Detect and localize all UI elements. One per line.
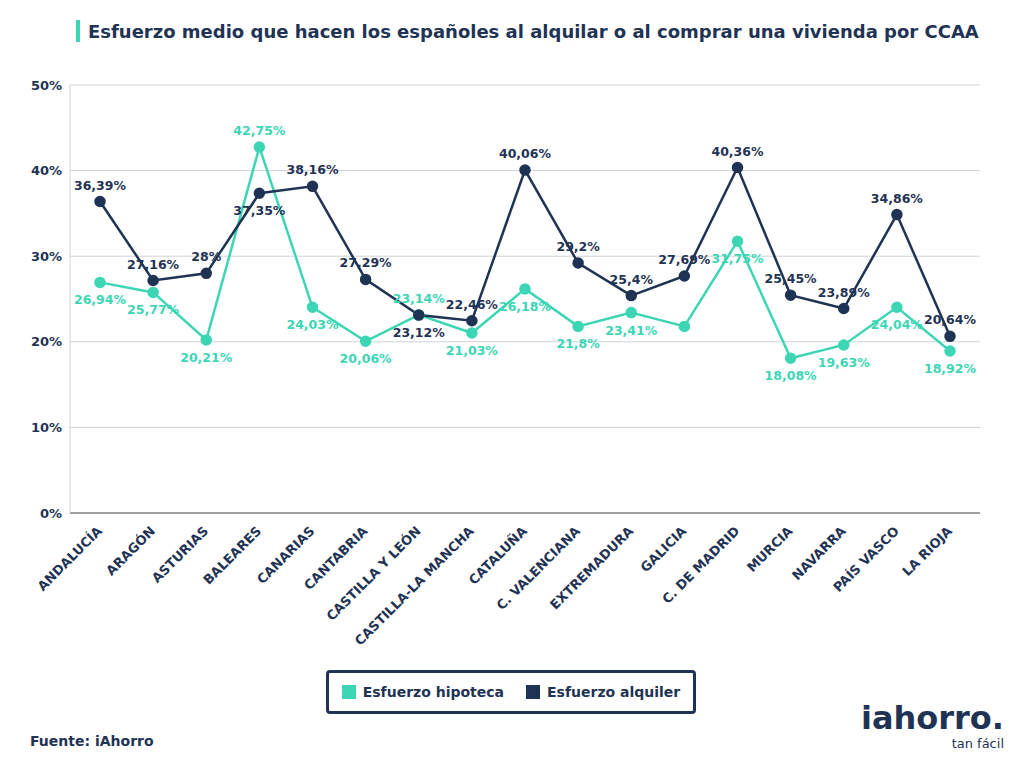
svg-text:28%: 28% bbox=[191, 249, 221, 264]
svg-text:ANDALUCÍA: ANDALUCÍA bbox=[35, 523, 105, 593]
svg-text:40%: 40% bbox=[31, 163, 62, 178]
svg-text:40,36%: 40,36% bbox=[711, 144, 764, 159]
svg-text:22,46%: 22,46% bbox=[446, 297, 499, 312]
html-text:tan fácil: tan fácil bbox=[951, 736, 1004, 751]
svg-text:10%: 10% bbox=[31, 420, 62, 435]
svg-text:25,77%: 25,77% bbox=[127, 302, 180, 317]
html-text:Esfuerzo medio que hacen los e: Esfuerzo medio que hacen los españoles a… bbox=[88, 20, 979, 42]
svg-text:LA RIOJA: LA RIOJA bbox=[899, 523, 955, 579]
svg-text:ASTURIAS: ASTURIAS bbox=[148, 523, 212, 586]
svg-text:PAÍS VASCO: PAÍS VASCO bbox=[830, 523, 902, 595]
svg-text:C. VALENCIANA: C. VALENCIANA bbox=[493, 523, 584, 613]
svg-text:CATALUÑA: CATALUÑA bbox=[465, 523, 530, 588]
svg-text:27,29%: 27,29% bbox=[340, 255, 393, 270]
svg-text:34,86%: 34,86% bbox=[871, 191, 924, 206]
svg-text:27,69%: 27,69% bbox=[658, 252, 711, 267]
html-text:iahorro.: iahorro. bbox=[861, 699, 1004, 737]
svg-text:18,92%: 18,92% bbox=[924, 361, 977, 376]
svg-text:23,41%: 23,41% bbox=[605, 323, 658, 338]
svg-text:NAVARRA: NAVARRA bbox=[789, 523, 849, 583]
html-text:Esfuerzo hipoteca: Esfuerzo hipoteca bbox=[362, 684, 504, 700]
svg-text:0%: 0% bbox=[40, 506, 62, 521]
svg-text:18,08%: 18,08% bbox=[765, 368, 818, 383]
svg-text:25,4%: 25,4% bbox=[610, 272, 654, 287]
svg-text:20,64%: 20,64% bbox=[924, 312, 977, 327]
svg-text:50%: 50% bbox=[31, 78, 62, 93]
svg-text:CASTILLA-LA MANCHA: CASTILLA-LA MANCHA bbox=[352, 523, 477, 648]
html-text:Esfuerzo alquiler: Esfuerzo alquiler bbox=[547, 684, 681, 700]
svg-text:20,21%: 20,21% bbox=[180, 350, 233, 365]
svg-text:ARAGÓN: ARAGÓN bbox=[103, 523, 158, 578]
svg-text:21,03%: 21,03% bbox=[446, 343, 499, 358]
svg-text:36,39%: 36,39% bbox=[74, 178, 127, 193]
svg-text:23,89%: 23,89% bbox=[818, 285, 871, 300]
svg-text:CANARIAS: CANARIAS bbox=[253, 523, 318, 587]
svg-text:31,75%: 31,75% bbox=[711, 251, 764, 266]
svg-text:MURCIA: MURCIA bbox=[744, 523, 796, 575]
svg-text:30%: 30% bbox=[31, 249, 62, 264]
svg-text:27,16%: 27,16% bbox=[127, 257, 180, 272]
svg-text:C. DE MADRID: C. DE MADRID bbox=[659, 523, 742, 606]
svg-text:40,06%: 40,06% bbox=[499, 146, 552, 161]
svg-text:CANTABRIA: CANTABRIA bbox=[301, 523, 371, 593]
svg-text:26,94%: 26,94% bbox=[74, 292, 127, 307]
svg-text:CASTILLA Y LEÓN: CASTILLA Y LEÓN bbox=[323, 523, 423, 623]
html-text:Fuente: iAhorro: Fuente: iAhorro bbox=[30, 733, 154, 749]
svg-text:20,06%: 20,06% bbox=[340, 351, 393, 366]
svg-text:42,75%: 42,75% bbox=[233, 123, 286, 138]
svg-text:24,03%: 24,03% bbox=[286, 317, 339, 332]
svg-text:29,2%: 29,2% bbox=[556, 239, 600, 254]
svg-text:21,8%: 21,8% bbox=[556, 336, 600, 351]
svg-text:23,12%: 23,12% bbox=[393, 325, 446, 340]
svg-text:37,35%: 37,35% bbox=[233, 203, 286, 218]
svg-text:19,63%: 19,63% bbox=[818, 355, 871, 370]
svg-text:BALEARES: BALEARES bbox=[200, 523, 265, 588]
svg-text:20%: 20% bbox=[31, 334, 62, 349]
svg-text:EXTREMADURA: EXTREMADURA bbox=[547, 523, 636, 612]
svg-text:25,45%: 25,45% bbox=[765, 271, 818, 286]
svg-text:26,18%: 26,18% bbox=[499, 299, 552, 314]
svg-text:24,04%: 24,04% bbox=[871, 317, 924, 332]
svg-text:23,14%: 23,14% bbox=[393, 291, 446, 306]
svg-text:GALICIA: GALICIA bbox=[637, 523, 689, 575]
svg-text:38,16%: 38,16% bbox=[286, 162, 339, 177]
